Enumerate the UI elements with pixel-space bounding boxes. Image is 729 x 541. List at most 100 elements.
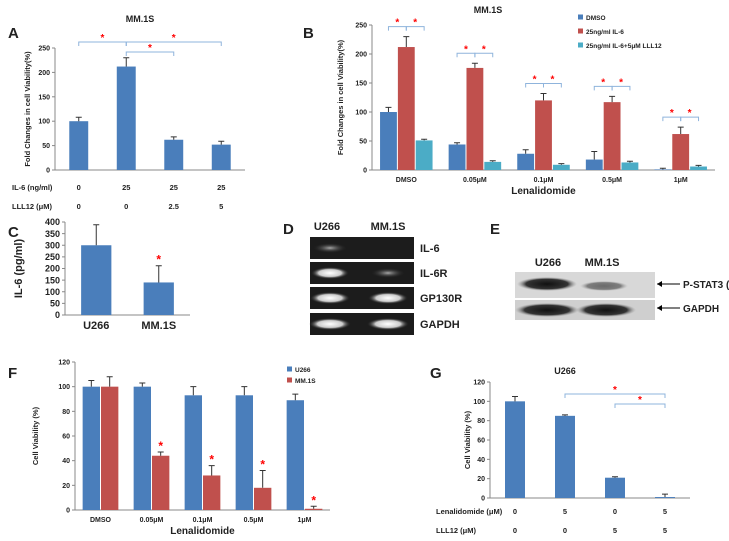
y-tick-label: 350 — [45, 229, 60, 239]
x-tick-label: 0.05μM — [140, 517, 164, 524]
error-bar — [403, 36, 410, 48]
bar — [605, 477, 625, 498]
y-tick-label: 200 — [38, 70, 50, 77]
bar — [585, 159, 603, 170]
gel-band — [367, 318, 409, 330]
x-tick-label: 0.5μM — [244, 517, 264, 524]
significance-bracket — [543, 82, 562, 88]
condition-value: 0 — [77, 202, 81, 211]
band-label: P-STAT3 (Y705) — [683, 280, 729, 291]
bar — [380, 112, 397, 170]
error-bar — [512, 396, 518, 402]
bar — [552, 164, 570, 170]
error-bar — [471, 62, 478, 68]
error-bar — [123, 57, 130, 67]
x-axis-label: Lenalidomide — [511, 186, 576, 197]
condition-value: 5 — [663, 526, 667, 535]
y-tick-label: 20 — [477, 476, 485, 483]
panel-label: F — [8, 365, 17, 382]
band-label: IL-6R — [420, 268, 448, 280]
legend-label: U266 — [295, 367, 311, 374]
bar — [235, 395, 253, 510]
error-bar — [609, 95, 616, 103]
bar — [133, 386, 151, 510]
significance-star: * — [613, 385, 617, 396]
bar — [203, 475, 221, 510]
blot-band — [515, 303, 579, 317]
error-bar — [612, 476, 618, 478]
gel-band — [371, 268, 405, 278]
significance-bracket — [611, 85, 631, 91]
significance-star: * — [533, 74, 537, 85]
x-tick-label: 1μM — [297, 517, 311, 524]
condition-value: 25 — [122, 183, 130, 192]
condition-value: 25 — [217, 183, 225, 192]
y-tick-label: 150 — [45, 275, 60, 285]
error-bar — [385, 106, 392, 112]
arrow-head — [657, 305, 662, 311]
condition-value: 0 — [513, 507, 517, 516]
significance-star: * — [395, 18, 399, 29]
error-bar — [310, 505, 317, 509]
lane-label: MM.1S — [585, 257, 620, 269]
error-bar — [208, 465, 215, 476]
error-bar — [218, 140, 225, 145]
error-bar — [75, 116, 82, 122]
significance-star: * — [172, 33, 176, 44]
condition-name: LLL12 (μM) — [436, 526, 477, 535]
x-tick-label: 0.5μM — [602, 177, 622, 184]
error-bar — [421, 138, 428, 141]
x-tick-label: MM.1S — [141, 320, 176, 332]
error-bar — [292, 393, 299, 401]
error-bar — [489, 160, 496, 162]
bar — [397, 47, 415, 170]
y-tick-label: 50 — [42, 143, 50, 150]
significance-star: * — [688, 108, 692, 119]
bar — [621, 162, 639, 170]
significance-bracket — [564, 393, 666, 398]
significance-star: * — [670, 108, 674, 119]
bar — [535, 100, 552, 170]
significance-star: * — [464, 44, 468, 55]
error-bar — [695, 164, 702, 167]
y-tick-label: 80 — [62, 409, 70, 416]
x-tick-label: 0.05μM — [463, 177, 487, 184]
error-bar — [157, 451, 164, 456]
significance-bracket — [614, 403, 666, 408]
bar — [184, 395, 202, 510]
y-tick-label: 0 — [66, 507, 70, 514]
y-tick-label: 100 — [38, 119, 50, 126]
significance-star: * — [209, 453, 214, 467]
y-tick-label: 120 — [473, 379, 485, 386]
gel-strip — [310, 237, 414, 259]
legend-swatch — [578, 14, 583, 20]
band-label: GAPDH — [683, 304, 719, 315]
condition-name: IL-6 (ng/ml) — [12, 183, 53, 192]
bar — [81, 245, 112, 315]
x-axis-label: Lenalidomide — [170, 526, 235, 537]
band-label: GP130R — [420, 293, 462, 305]
condition-value: 5 — [663, 507, 667, 516]
bar — [603, 102, 621, 170]
bar — [69, 121, 89, 170]
condition-value: 0 — [513, 526, 517, 535]
error-bar — [558, 163, 565, 165]
error-bar — [626, 160, 633, 163]
x-tick-label: 0.1μM — [534, 177, 554, 184]
blot-band — [517, 277, 577, 291]
arrow-head — [657, 281, 662, 287]
significance-star: * — [638, 395, 642, 406]
significance-star: * — [413, 18, 417, 29]
y-tick-label: 60 — [477, 437, 485, 444]
significance-bracket — [125, 41, 222, 46]
y-tick-label: 50 — [359, 138, 367, 145]
y-tick-label: 150 — [355, 80, 367, 87]
error-bar — [454, 142, 461, 145]
bar — [448, 144, 466, 170]
significance-star: * — [260, 458, 265, 472]
y-tick-label: 200 — [355, 51, 367, 58]
condition-name: LLL12 (μM) — [12, 202, 53, 211]
blot-band — [576, 303, 636, 317]
chart-title: MM.1S — [474, 5, 503, 15]
